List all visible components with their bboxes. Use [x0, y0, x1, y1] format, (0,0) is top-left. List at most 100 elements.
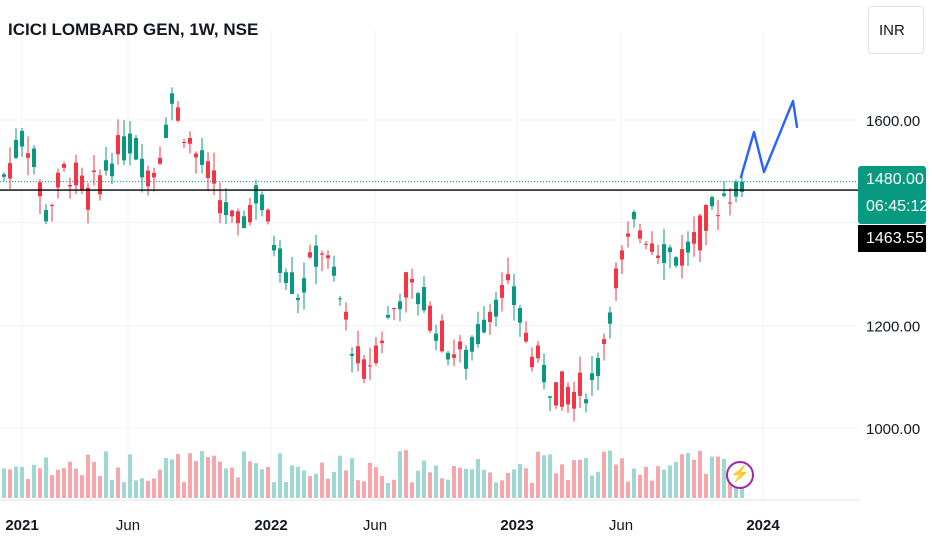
volume-bar [428, 472, 432, 498]
price-tick-label: 1200.00 [866, 318, 920, 335]
volume-bar [236, 477, 240, 498]
candle-body [452, 354, 456, 358]
candle-body [350, 353, 354, 356]
volume-bar [296, 466, 300, 498]
time-tick-label: 2021 [5, 517, 38, 534]
volume-bar [92, 461, 96, 498]
volume-bar [26, 479, 30, 498]
volume-bar [596, 471, 600, 498]
volume-bar [230, 467, 234, 498]
volume-bar [248, 461, 252, 498]
volume-bar [86, 454, 90, 498]
candle-body [38, 182, 42, 197]
volume-bar [656, 466, 660, 498]
candle-body [434, 333, 438, 341]
volume-bar [260, 469, 264, 498]
candle-body [320, 253, 324, 255]
candle-body [518, 307, 522, 323]
volume-bar [638, 474, 642, 498]
time-axis: 2021 Jun 2022 Jun 2023 Jun 2024 [5, 517, 780, 534]
volume-bar [536, 451, 540, 498]
volume-bar [680, 454, 684, 498]
candle-body [290, 272, 294, 294]
volume-bar [350, 458, 354, 498]
time-tick-label: Jun [116, 517, 140, 534]
candle-body [500, 285, 504, 298]
candle-body [662, 244, 666, 263]
volume-bar [668, 465, 672, 498]
candle-body [308, 252, 312, 258]
volume-bar [200, 451, 204, 498]
volume-bar [644, 466, 648, 498]
candle-body [740, 181, 744, 192]
candle-body [380, 340, 384, 344]
candle-body [392, 308, 396, 310]
volume-bar [326, 478, 330, 498]
volume-bar [98, 475, 102, 498]
volume-bar [632, 468, 636, 498]
volume-bar [566, 479, 570, 498]
last-price-badge: 1480.00 06:45:12 [858, 166, 928, 224]
candle-body [398, 301, 402, 310]
volume-bar [140, 478, 144, 498]
candle-body [260, 194, 264, 211]
candle-body [170, 93, 174, 104]
volume-bar [722, 458, 726, 498]
currency-selector[interactable]: INR [868, 6, 924, 54]
volume-bar [530, 482, 534, 498]
volume-bar [254, 463, 258, 498]
time-tick-label: Jun [609, 517, 633, 534]
candle-body [506, 274, 510, 281]
candle-body [512, 286, 516, 306]
candle-body [446, 352, 450, 360]
volume-bar [608, 450, 612, 498]
candle-body [44, 210, 48, 222]
volume-bar [386, 482, 390, 498]
volume-bar [728, 482, 732, 498]
candle-body [32, 148, 36, 167]
candle-body [536, 345, 540, 359]
volume-bar [242, 451, 246, 498]
volume-bar [152, 478, 156, 498]
candle-body [230, 210, 234, 217]
volume-bar [704, 473, 708, 498]
volume-bar [302, 470, 306, 498]
volume-bar [368, 462, 372, 498]
time-tick-label: 2024 [746, 517, 780, 534]
volume-bar [314, 473, 318, 498]
candle-body [608, 312, 612, 324]
candle-body [644, 243, 648, 245]
volume-bar [20, 466, 24, 498]
candle-body [278, 248, 282, 273]
volume-bar [674, 461, 678, 498]
volume-bar [476, 458, 480, 498]
volume-bar [620, 458, 624, 498]
volume-bar [32, 464, 36, 498]
volume-bar [164, 458, 168, 498]
chart-grid [0, 30, 858, 500]
candle-body [218, 200, 222, 214]
lightning-bolt-icon[interactable]: ⚡ [726, 461, 754, 489]
candle-body [338, 298, 342, 300]
candle-body [524, 332, 528, 342]
candle-body [650, 243, 654, 252]
volume-bar [290, 465, 294, 498]
candle-body [422, 287, 426, 311]
candle-body [638, 230, 642, 239]
volume-bar [650, 480, 654, 498]
candle-body [470, 337, 474, 352]
candle-body [548, 396, 552, 398]
volume-bar [416, 470, 420, 498]
candle-body [440, 320, 444, 352]
candle-body [704, 205, 708, 231]
candle-body [614, 268, 618, 289]
candle-body [596, 358, 600, 376]
candle-body [194, 153, 198, 158]
candle-body [242, 216, 246, 229]
volume-bar [482, 469, 486, 498]
candle-body [656, 255, 660, 259]
volume-bar [146, 480, 150, 498]
volume-bar [404, 450, 408, 498]
volume-bars [2, 450, 744, 498]
